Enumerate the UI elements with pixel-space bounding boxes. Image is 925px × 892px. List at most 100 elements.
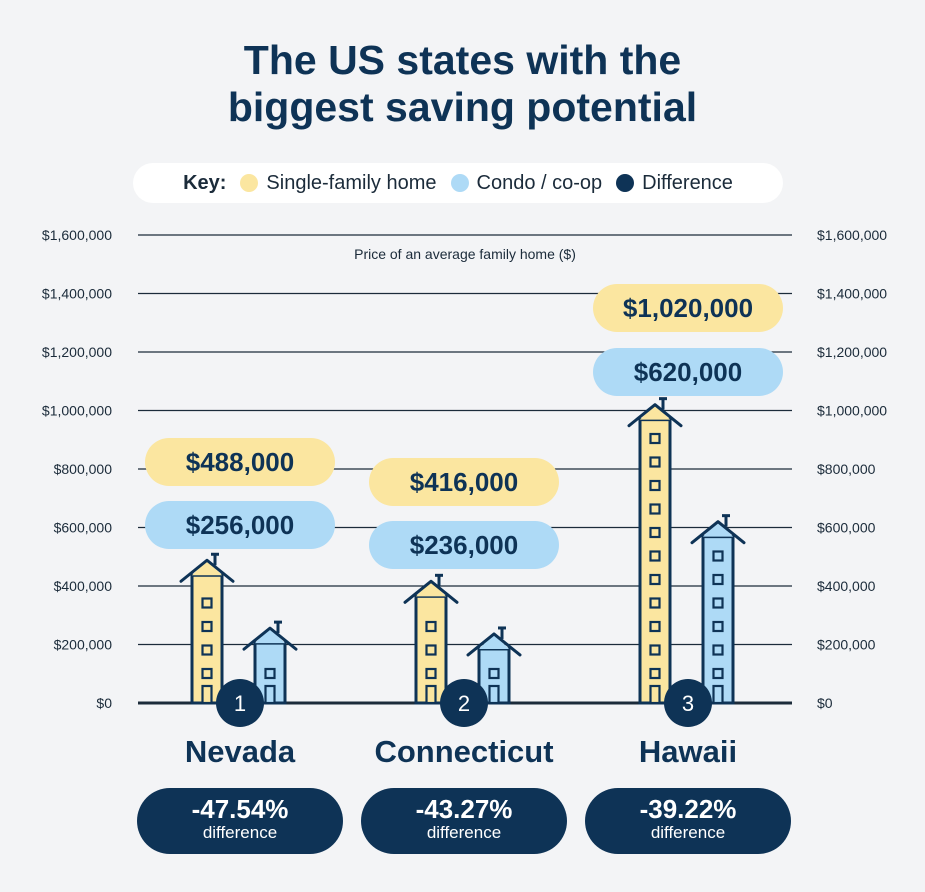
y-tick-label-right: $600,000 [817, 520, 876, 536]
value-pill-bg [593, 348, 783, 396]
data-label-condo-nevada: $256,000 [145, 501, 335, 549]
building-roof-fill [192, 560, 222, 576]
rank-circle [664, 679, 712, 727]
rank-badge: 3 [664, 679, 712, 727]
y-tick-label-right: $1,600,000 [817, 227, 887, 243]
building-window [649, 644, 661, 656]
y-tick-label-right: $0 [817, 695, 833, 711]
legend: Key: Single-family home Condo / co-op Di… [133, 163, 783, 203]
building-window [649, 620, 661, 633]
building-window [425, 644, 437, 656]
rank-badge: 2 [440, 679, 488, 727]
building-door [264, 684, 276, 705]
y-tick-label-left: $1,400,000 [42, 286, 112, 302]
building-window [649, 667, 661, 680]
difference-value: -43.27% [415, 794, 513, 824]
value-pill-bg [145, 438, 335, 486]
building-window [649, 479, 661, 492]
building-single-family-hawaii [627, 397, 683, 705]
building-roof [242, 626, 298, 651]
legend-text-single: Single-family home [266, 171, 437, 194]
y-tick-label-left: $600,000 [54, 520, 113, 536]
building-condo-connecticut [466, 626, 522, 705]
building-door [488, 684, 500, 705]
building-door [712, 684, 724, 705]
difference-value: -39.22% [639, 794, 737, 824]
difference-pill-connecticut: -43.27% difference [361, 788, 567, 854]
difference-label: difference [426, 823, 502, 842]
difference-value: -47.54% [191, 794, 289, 824]
building-body [190, 573, 224, 705]
building-window [649, 597, 661, 609]
building-roof-fill [479, 633, 509, 649]
legend-item-single: Single-family home [240, 171, 437, 195]
y-tick-label-right: $1,400,000 [817, 286, 887, 302]
data-label-single-family-nevada: $488,000 [145, 438, 335, 486]
y-tick-label-right: $800,000 [817, 461, 876, 477]
building-window [201, 620, 213, 633]
building-window [201, 667, 213, 680]
building-condo-nevada [242, 620, 298, 705]
building-window [712, 667, 724, 680]
legend-dot-difference [616, 174, 635, 192]
building-window [649, 573, 661, 586]
building-window [201, 644, 213, 656]
building-window [201, 597, 213, 609]
y-tick-label-left: $0 [96, 695, 112, 711]
difference-pill-nevada: -47.54% difference [137, 788, 343, 854]
y-tick-label-left: $800,000 [54, 461, 113, 477]
value-pill-bg [145, 501, 335, 549]
building-door [425, 684, 437, 705]
difference-label: difference [202, 823, 278, 842]
building-roof-fill [640, 404, 670, 420]
building-window [425, 620, 437, 633]
data-label: $620,000 [634, 357, 742, 387]
legend-item-difference: Difference [616, 172, 733, 195]
building-window [649, 432, 661, 445]
rank-circle [440, 679, 488, 727]
building-single-family-connecticut [403, 573, 459, 705]
legend-dot-condo [450, 174, 469, 192]
building-window [488, 667, 500, 680]
y-tick-label-right: $1,200,000 [817, 344, 887, 360]
building-window [712, 620, 724, 633]
data-label-condo-hawaii: $620,000 [593, 348, 783, 396]
legend-label: Key: [183, 171, 227, 194]
building-window [649, 503, 661, 515]
state-label-hawaii: Hawaii [638, 734, 738, 769]
data-label: $1,020,000 [623, 293, 753, 323]
building-window [425, 667, 437, 680]
y-tick-label-left: $1,200,000 [42, 344, 112, 360]
value-pill-bg [369, 521, 559, 569]
building-window [712, 644, 724, 656]
data-label: $256,000 [186, 510, 294, 540]
rank-number: 1 [234, 691, 246, 716]
building-window [264, 667, 276, 680]
building-window [649, 456, 661, 468]
state-label-nevada: Nevada [184, 734, 296, 769]
legend-dot-single [240, 174, 259, 192]
rank-number: 2 [458, 691, 470, 716]
data-label-single-family-hawaii: $1,020,000 [593, 284, 783, 332]
difference-label: difference [650, 823, 726, 842]
building-roof [690, 520, 746, 545]
rank-circle [216, 679, 264, 727]
building-roof [627, 403, 683, 428]
building-roof [466, 632, 522, 657]
data-label-condo-connecticut: $236,000 [369, 521, 559, 569]
rank-number: 3 [682, 691, 694, 716]
y-tick-label-right: $200,000 [817, 637, 876, 653]
data-label-single-family-connecticut: $416,000 [369, 458, 559, 506]
y-axis-label: Price of an average family home ($) [354, 246, 576, 262]
building-window [649, 550, 661, 562]
data-label: $236,000 [410, 530, 518, 560]
building-roof-fill [255, 628, 285, 644]
building-roof-fill [416, 581, 446, 597]
building-roof-fill [703, 521, 733, 537]
title-line-2: biggest saving potential [227, 84, 698, 130]
data-label: $488,000 [186, 447, 294, 477]
data-label: $416,000 [410, 467, 518, 497]
y-tick-label-left: $200,000 [54, 637, 113, 653]
